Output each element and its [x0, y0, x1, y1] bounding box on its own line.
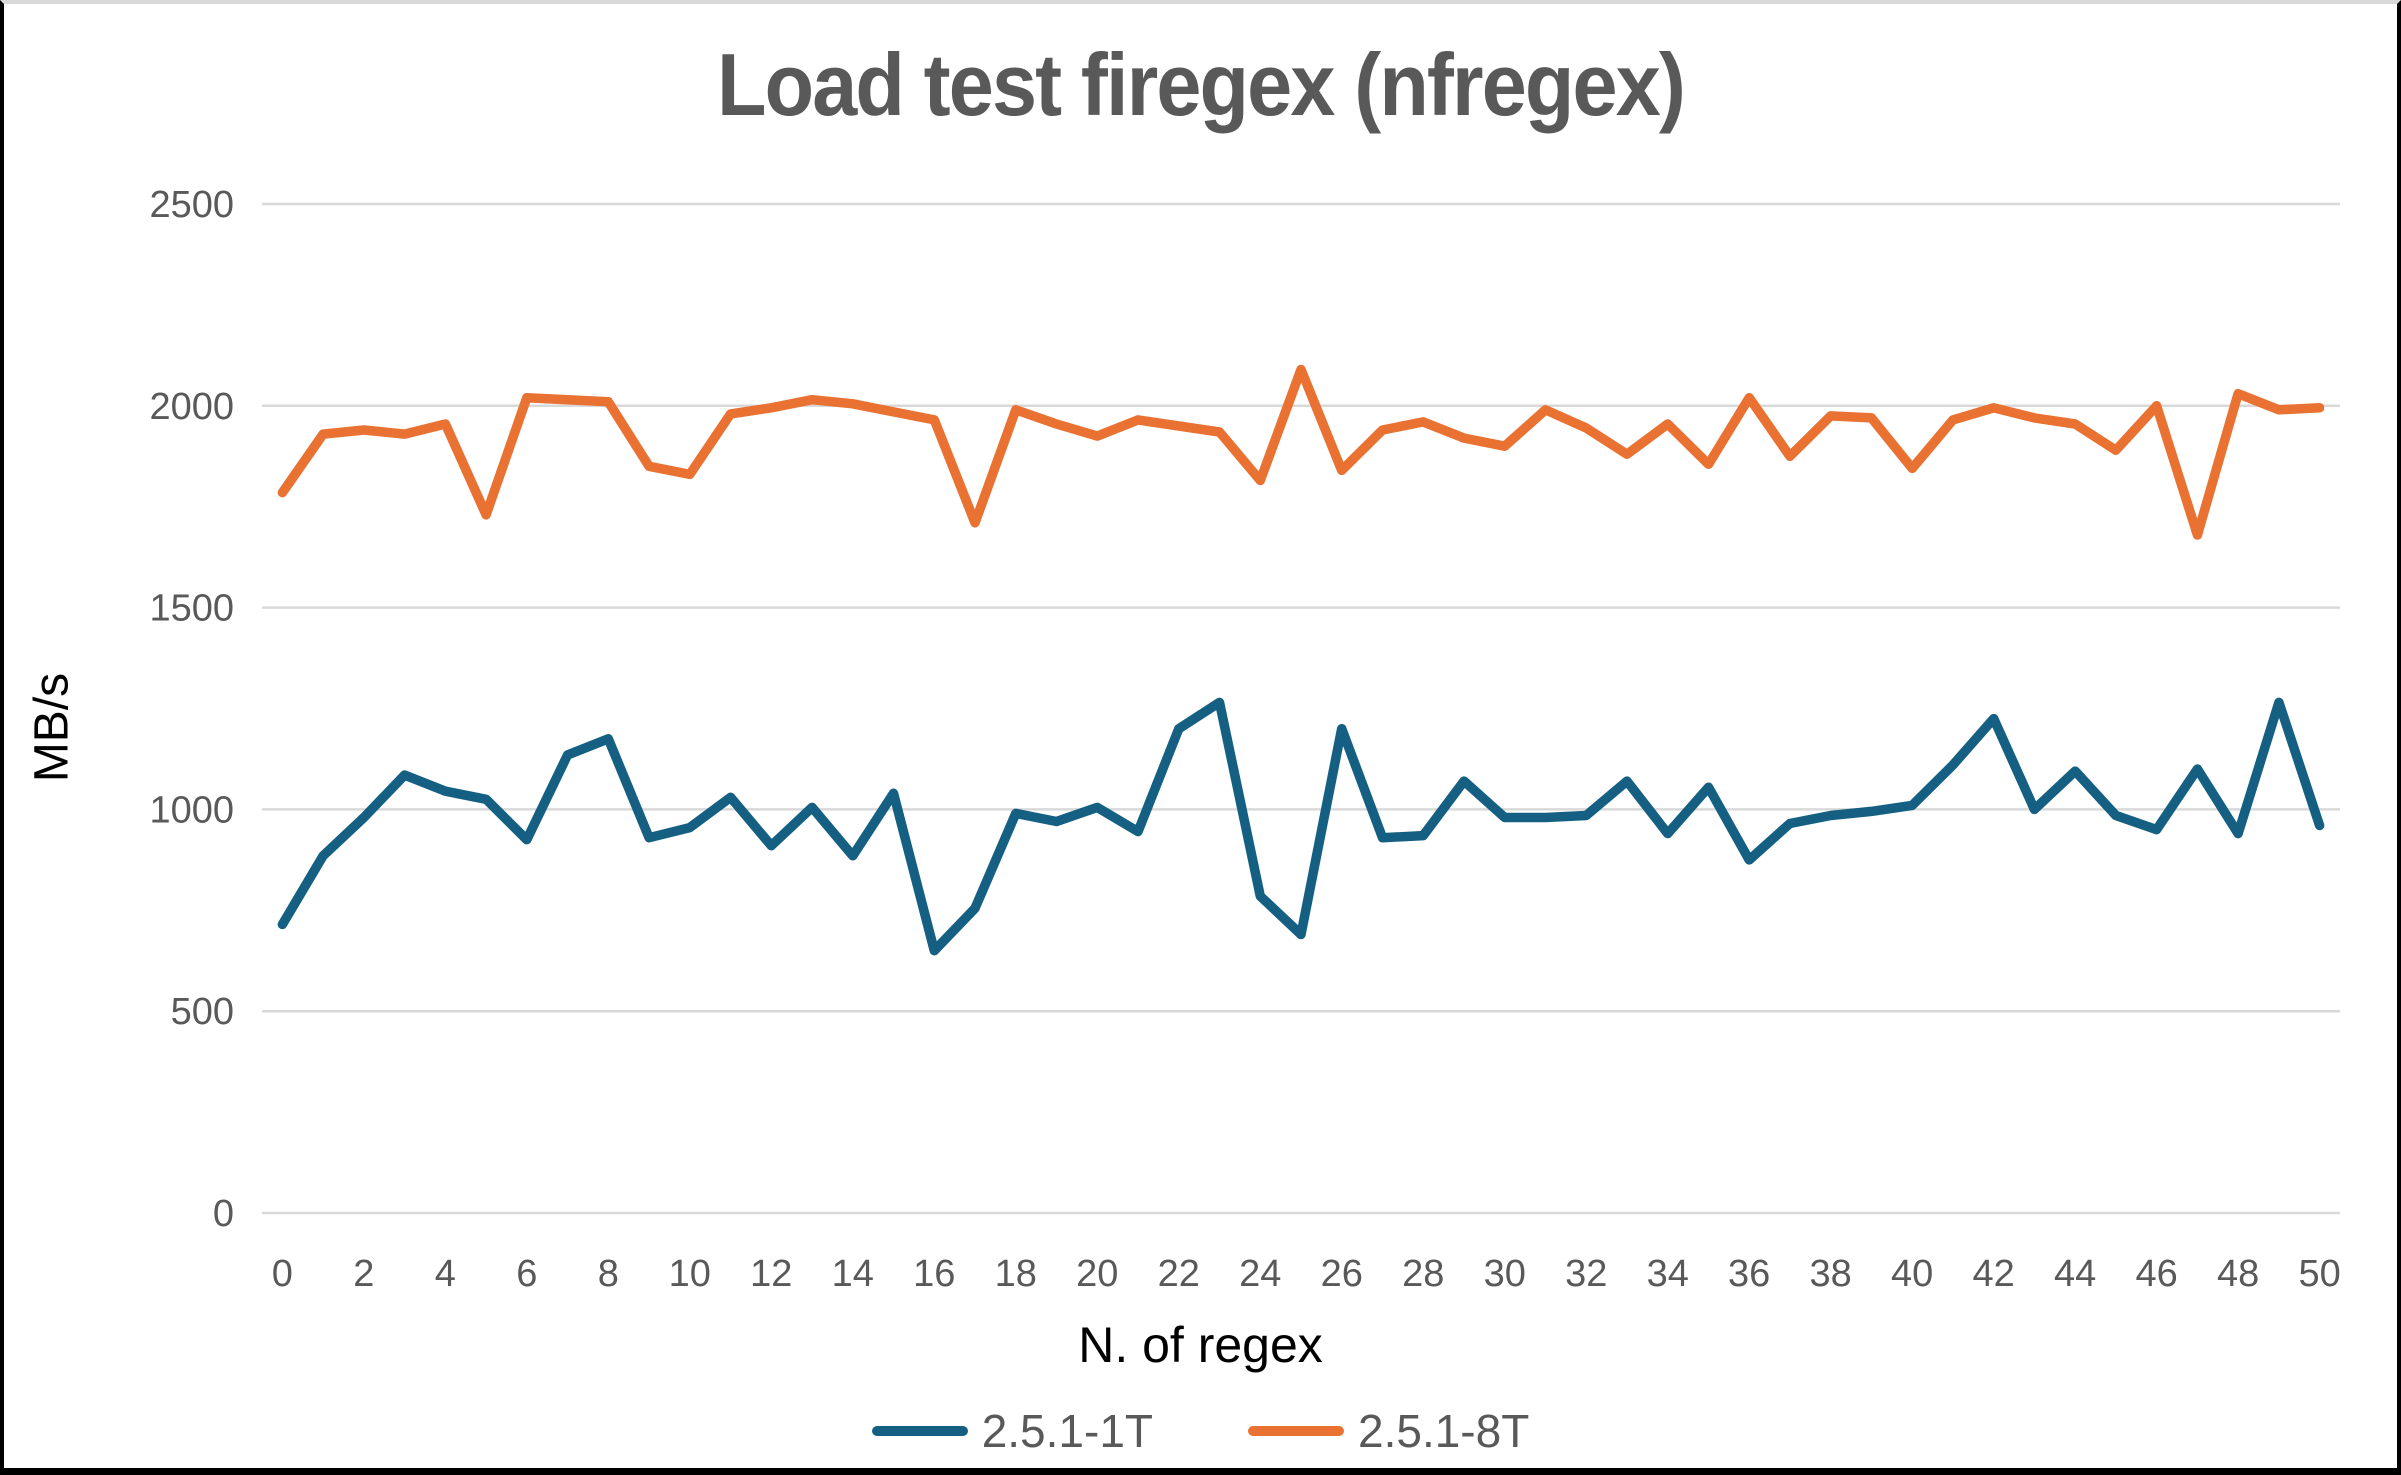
- x-tick-label-10: 10: [669, 1253, 711, 1295]
- x-tick-label-14: 14: [832, 1253, 874, 1295]
- x-tick-label-30: 30: [1484, 1253, 1526, 1295]
- legend-item-1t: 2.5.1-1T: [871, 1404, 1153, 1458]
- legend-swatch-1t-line: [871, 1426, 968, 1436]
- x-tick-label-6: 6: [516, 1253, 537, 1295]
- x-tick-label-38: 38: [1810, 1253, 1852, 1295]
- chart-title: Load test firegex (nfregex): [716, 35, 1686, 134]
- x-tick-label-4: 4: [435, 1253, 456, 1295]
- legend-swatch-8t-line: [1248, 1426, 1344, 1436]
- x-tick-label-48: 48: [2217, 1253, 2259, 1295]
- series-line-2.5.1-8T: [277, 364, 2325, 540]
- y-tick-label-500: 500: [171, 991, 234, 1033]
- x-tick-label-32: 32: [1565, 1253, 1607, 1295]
- y-tick-label-2000: 2000: [149, 386, 234, 428]
- y-tick-label-1000: 1000: [149, 789, 234, 831]
- y-tick-label-1500: 1500: [149, 588, 234, 630]
- x-tick-label-40: 40: [1891, 1253, 1933, 1295]
- x-tick-label-12: 12: [750, 1253, 792, 1295]
- legend: 2.5.1-1T 2.5.1-8T: [4, 1404, 2397, 1458]
- x-tick-label-2: 2: [353, 1253, 374, 1295]
- y-axis-title: MB/s: [25, 672, 79, 783]
- series-line-2.5.1-1T: [277, 697, 2325, 956]
- x-tick-label-16: 16: [913, 1253, 955, 1295]
- legend-item-8t: 2.5.1-8T: [1248, 1404, 1529, 1458]
- x-tick-label-44: 44: [2054, 1253, 2096, 1295]
- x-tick-label-26: 26: [1321, 1253, 1363, 1295]
- x-tick-label-46: 46: [2136, 1253, 2178, 1295]
- x-tick-label-18: 18: [995, 1253, 1037, 1295]
- x-tick-label-20: 20: [1076, 1253, 1118, 1295]
- x-tick-label-28: 28: [1402, 1253, 1444, 1295]
- x-tick-label-24: 24: [1239, 1253, 1281, 1295]
- legend-label-1t: 2.5.1-1T: [981, 1405, 1153, 1457]
- x-tick-label-8: 8: [598, 1253, 619, 1295]
- y-tick-label-0: 0: [213, 1193, 234, 1235]
- x-tick-label-22: 22: [1158, 1253, 1200, 1295]
- x-tick-label-42: 42: [1973, 1253, 2015, 1295]
- x-tick-label-36: 36: [1728, 1253, 1770, 1295]
- x-tick-label-34: 34: [1647, 1253, 1689, 1295]
- x-axis-title: N. of regex: [1078, 1317, 1323, 1373]
- x-tick-label-0: 0: [272, 1253, 293, 1295]
- y-tick-label-2500: 2500: [149, 184, 234, 226]
- x-tick-label-50: 50: [2298, 1253, 2340, 1295]
- legend-label-8t: 2.5.1-8T: [1358, 1405, 1530, 1457]
